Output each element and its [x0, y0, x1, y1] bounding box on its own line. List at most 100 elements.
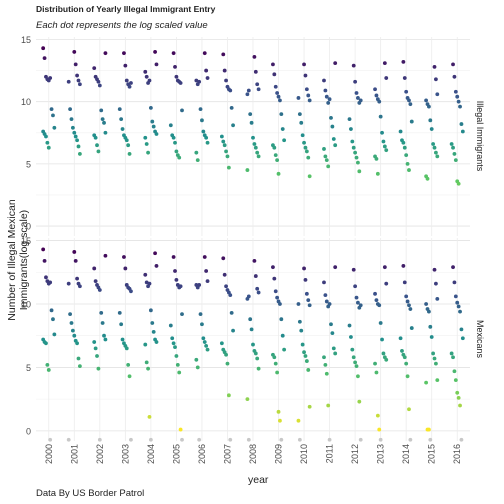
data-point — [177, 155, 182, 160]
data-point — [275, 158, 280, 163]
data-point — [427, 309, 431, 314]
data-point — [228, 437, 233, 442]
data-point — [278, 418, 282, 423]
data-point — [173, 64, 177, 69]
data-point — [255, 82, 260, 87]
data-point — [174, 74, 179, 79]
data-point — [51, 113, 55, 118]
data-point — [297, 319, 302, 324]
x-tick-label: 2001 — [69, 444, 79, 464]
data-point — [456, 99, 461, 104]
data-point — [272, 145, 277, 150]
data-point — [205, 140, 210, 145]
data-point — [449, 351, 454, 356]
data-point — [95, 354, 99, 358]
data-point — [46, 145, 51, 150]
x-tick-label: 2000 — [44, 444, 54, 464]
data-point — [275, 370, 280, 375]
data-point — [127, 152, 132, 156]
data-point — [434, 281, 438, 286]
data-point — [228, 88, 233, 93]
data-point — [407, 98, 411, 103]
data-point — [151, 329, 156, 334]
data-point — [49, 308, 54, 313]
data-point — [407, 407, 411, 412]
data-point — [282, 347, 287, 352]
data-point — [333, 351, 338, 356]
data-point — [347, 117, 352, 121]
data-point — [48, 437, 53, 442]
data-point — [456, 304, 461, 309]
data-point — [201, 336, 206, 341]
data-point — [153, 50, 157, 54]
data-point — [431, 351, 436, 356]
data-point — [253, 145, 258, 150]
data-point — [256, 366, 261, 371]
data-point — [405, 374, 410, 379]
data-point — [76, 356, 81, 361]
data-point — [435, 378, 440, 382]
data-point — [123, 63, 128, 68]
chart-caption: Data By US Border Patrol — [36, 488, 145, 499]
data-point — [307, 174, 312, 179]
data-point — [231, 123, 235, 128]
y-tick-label: 5 — [26, 363, 31, 373]
data-point — [66, 79, 71, 84]
data-point — [458, 104, 462, 109]
data-point — [297, 437, 302, 442]
data-point — [327, 437, 332, 442]
data-point — [103, 130, 108, 135]
data-point — [146, 150, 150, 155]
x-tick-label: 2006 — [197, 444, 207, 464]
data-point — [435, 92, 440, 97]
data-point — [303, 354, 308, 358]
data-point — [224, 78, 228, 83]
data-point — [124, 78, 129, 83]
data-point — [76, 78, 81, 83]
data-point — [279, 437, 284, 442]
data-point — [458, 309, 462, 314]
data-point — [404, 153, 409, 158]
data-point — [306, 298, 311, 303]
x-tick-label: 2002 — [95, 444, 105, 464]
data-point — [382, 61, 387, 66]
facet-strip-label-illegal-immigrants: Illegal Immigrants — [475, 100, 485, 171]
data-point — [434, 150, 438, 155]
data-point — [455, 94, 460, 99]
chart-title: Distribution of Yearly Illegal Immigrant… — [36, 4, 216, 14]
data-point — [374, 370, 379, 375]
data-point — [384, 76, 389, 80]
data-point — [219, 341, 224, 346]
data-point — [148, 105, 153, 110]
x-tick-label: 2003 — [120, 444, 130, 464]
data-point — [307, 303, 312, 308]
data-point — [194, 357, 199, 362]
data-point — [46, 368, 51, 372]
data-point — [401, 264, 406, 268]
data-point — [280, 333, 285, 338]
data-point — [150, 119, 155, 124]
data-point — [326, 101, 331, 105]
x-tick-label: 2010 — [299, 444, 309, 464]
data-point — [45, 140, 50, 145]
data-point — [102, 120, 106, 125]
data-point — [452, 280, 457, 285]
data-point — [384, 148, 389, 153]
data-point — [246, 294, 251, 299]
data-point — [333, 61, 338, 66]
data-point — [351, 145, 356, 150]
data-point — [353, 150, 358, 155]
data-point — [117, 310, 122, 315]
data-point — [456, 181, 461, 186]
data-point — [279, 112, 284, 117]
data-point — [424, 302, 429, 306]
data-point — [456, 395, 461, 400]
data-point — [205, 76, 210, 80]
data-point — [194, 150, 199, 155]
data-point — [428, 118, 433, 123]
data-point — [432, 145, 437, 150]
data-point — [245, 168, 250, 172]
data-point — [100, 117, 105, 121]
data-point — [453, 158, 458, 163]
data-point — [69, 117, 74, 121]
